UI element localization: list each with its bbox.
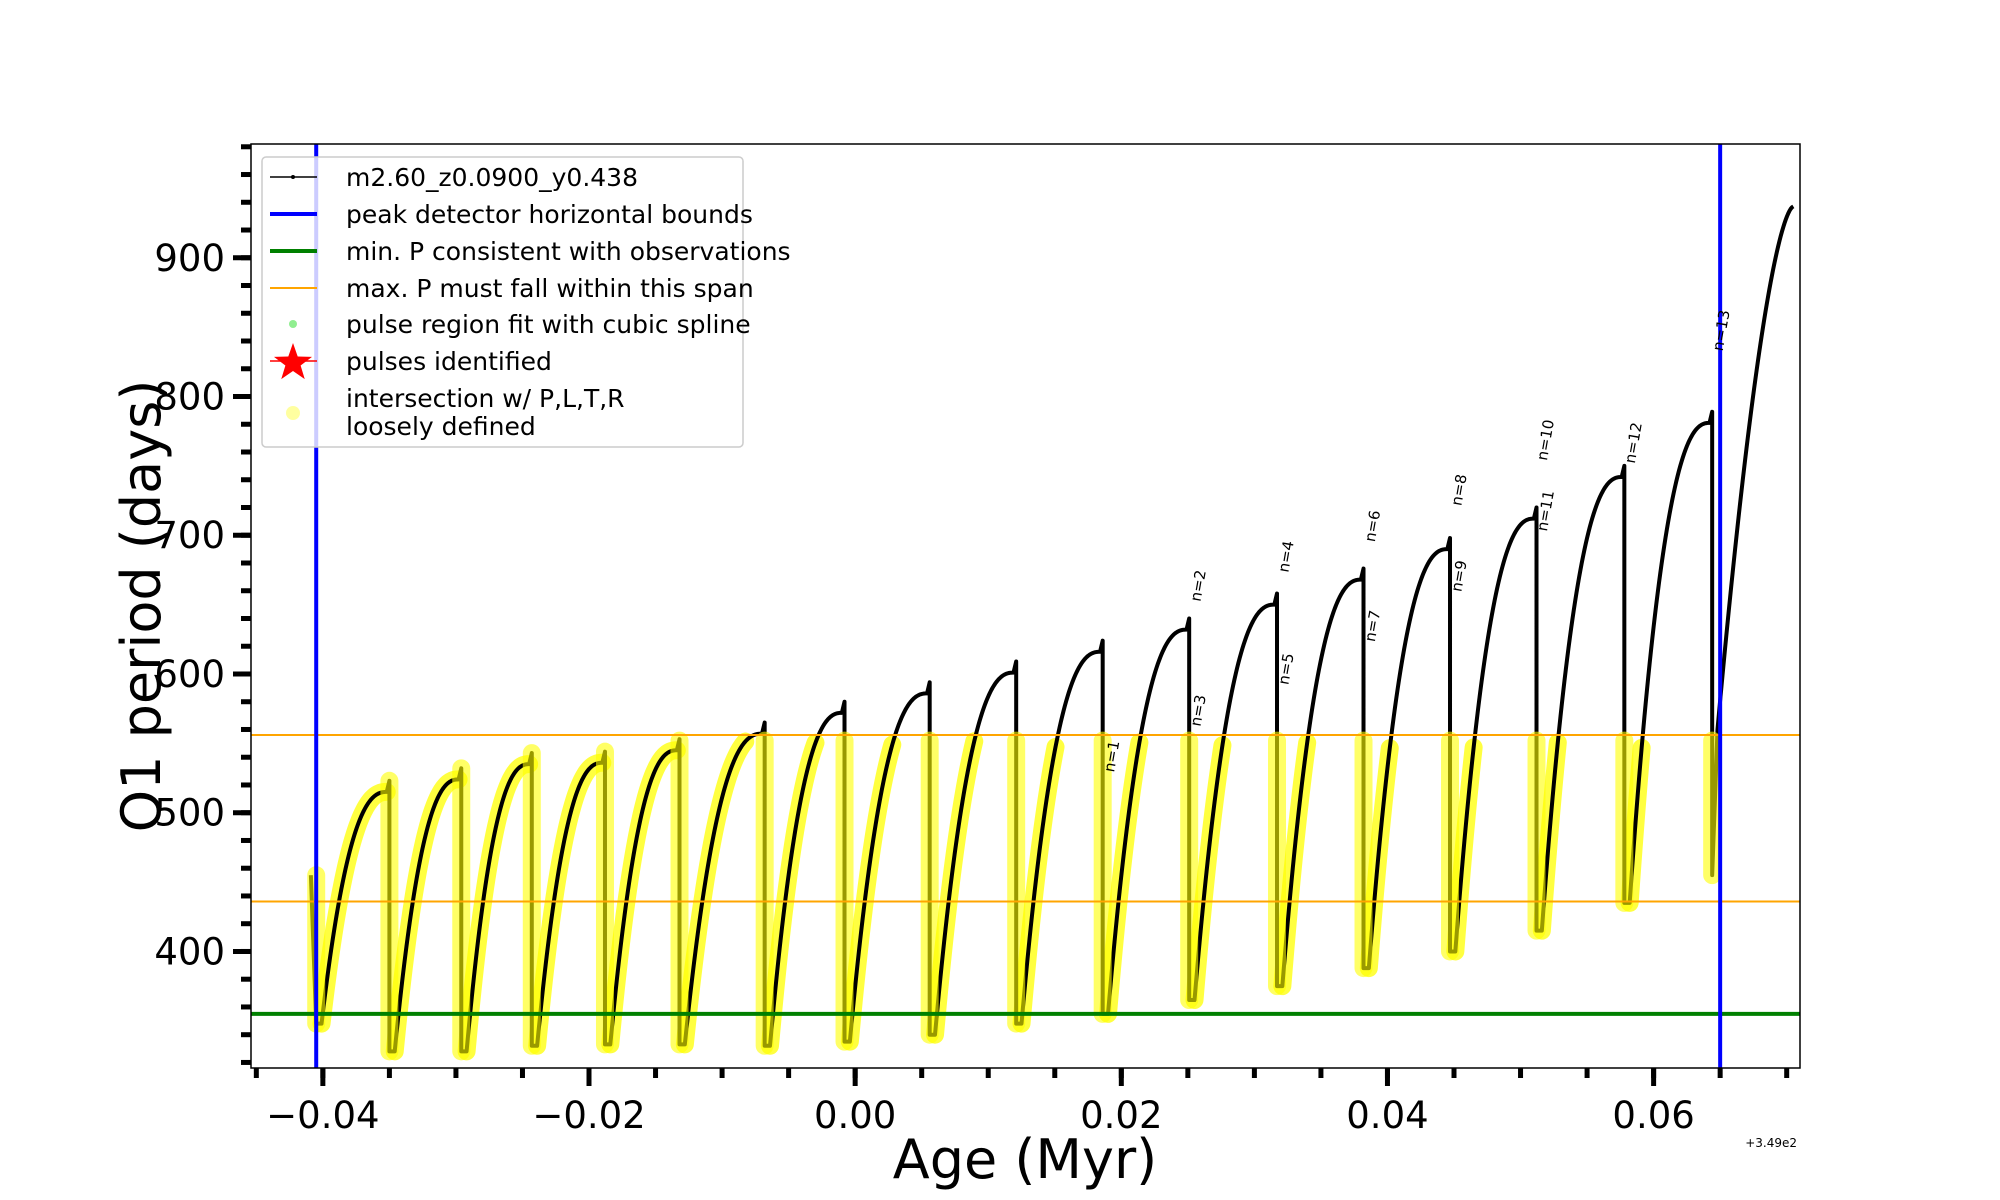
pulse-annotation: n=2: [1187, 569, 1210, 603]
y-axis-label: O1 period (days): [110, 380, 173, 833]
pulse-annotation: n=4: [1274, 539, 1297, 573]
pulse-annotation: n=5: [1274, 652, 1297, 686]
x-tick-label: 0.06: [1612, 1094, 1694, 1137]
legend-label: pulse region fit with cubic spline: [346, 310, 751, 339]
legend-label: intersection w/ P,L,T,R: [346, 384, 625, 413]
legend-dot-icon: [289, 320, 297, 328]
pulse-annotation: n=3: [1187, 693, 1210, 727]
plot-content: n=1n=2n=3n=4n=5n=6n=7n=8n=9n=10n=11n=12n…: [251, 144, 1800, 1068]
x-tick-label: 0.02: [1080, 1094, 1162, 1137]
legend-label: max. P must fall within this span: [346, 274, 754, 303]
legend-label: pulses identified: [346, 347, 552, 376]
y-tick-label: 800: [154, 376, 225, 419]
x-tick-label: 0.00: [814, 1094, 896, 1137]
legend-label: peak detector horizontal bounds: [346, 200, 753, 229]
legend-label: loosely defined: [346, 412, 536, 441]
x-offset-text: +3.49e2: [1745, 1136, 1797, 1150]
legend-circle-icon: [286, 406, 300, 420]
axes-frame: [250, 143, 1801, 1069]
pulse-annotation: n=8: [1447, 473, 1470, 507]
legend-label: m2.60_z0.0900_y0.438: [346, 163, 638, 192]
axis-ticks: −0.04 −0.02 0.00 0.02 0.04 0.06 400 500 600 700 80…: [154, 144, 1790, 1137]
y-tick-label: 600: [154, 653, 225, 696]
y-tick-label: 500: [154, 792, 225, 835]
y-tick-label: 400: [154, 930, 225, 973]
pulse-annotation: n=7: [1361, 609, 1384, 643]
pulse-annotation: n=1: [1100, 739, 1123, 773]
plot-area: n=1n=2n=3n=4n=5n=6n=7n=8n=9n=10n=11n=12n…: [251, 144, 1800, 1068]
legend-label: min. P consistent with observations: [346, 237, 791, 266]
pulse-annotation: n=9: [1447, 559, 1470, 593]
x-tick-label: −0.02: [532, 1094, 645, 1137]
x-tick-label: −0.04: [266, 1094, 379, 1137]
pulse-annotation: n=6: [1361, 509, 1384, 543]
x-tick-label: 0.04: [1346, 1094, 1428, 1137]
legend-dot-icon: [291, 175, 295, 179]
y-tick-label: 700: [154, 514, 225, 557]
x-axis-label: Age (Myr): [893, 1128, 1158, 1191]
y-tick-label: 900: [154, 237, 225, 280]
legend-box: [261, 156, 744, 448]
legend-star-icon: [273, 343, 313, 380]
